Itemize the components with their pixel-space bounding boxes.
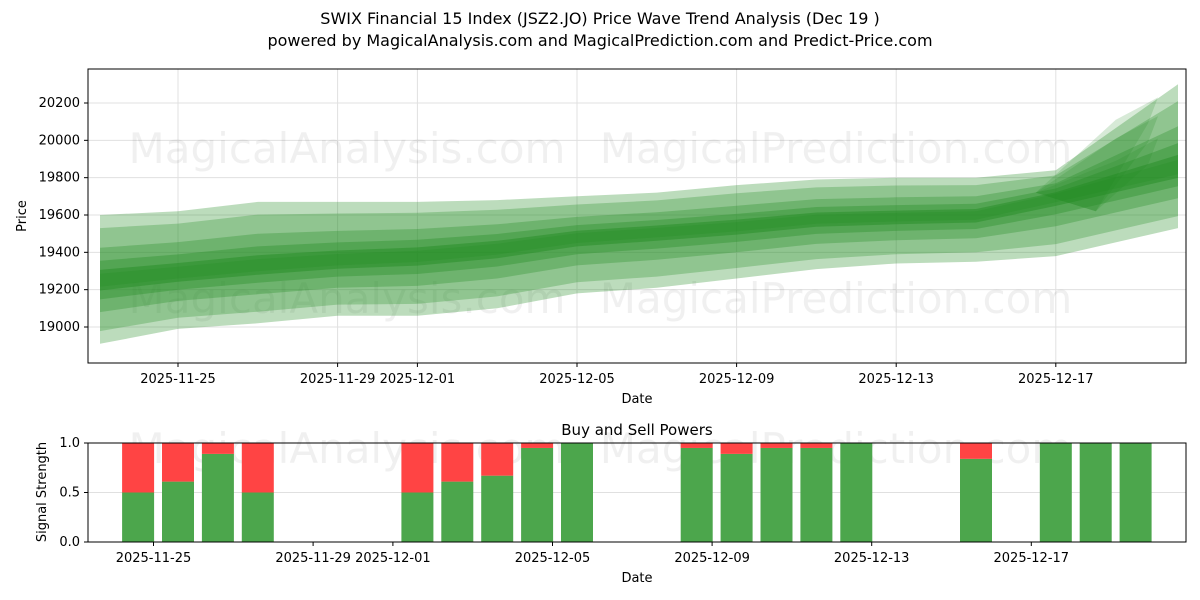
buy-bar: [162, 481, 194, 542]
wave-band-spike: [1035, 97, 1158, 212]
price-wave-bands: [100, 84, 1178, 344]
price-watermarks: MagicalAnalysis.com MagicalPrediction.com…: [129, 124, 1073, 323]
y-tick-label: 0.0: [59, 535, 80, 550]
watermark: MagicalPrediction.com: [600, 124, 1073, 173]
y-tick-label: 19800: [39, 171, 80, 186]
sell-bar: [162, 443, 194, 482]
wave-band: [100, 126, 1178, 313]
buy-bar: [201, 453, 234, 542]
sell-bar: [760, 443, 793, 448]
x-tick-label: 2025-11-25: [140, 372, 216, 387]
buy-bar: [680, 447, 713, 542]
sell-bar: [481, 443, 514, 476]
buy-sell-x-axis: 2025-11-25 2025-11-29 2025-12-01 2025-12-05…: [116, 542, 1069, 566]
price-plot-frame: [87, 68, 1187, 364]
watermark: MagicalPrediction.com: [600, 274, 1073, 323]
chart-title: SWIX Financial 15 Index (JSZ2.JO) Price …: [320, 9, 880, 28]
y-tick-label: 19000: [39, 320, 80, 335]
buy-bar: [1079, 443, 1112, 542]
y-tick-label: 20000: [39, 133, 80, 148]
watermark: MagicalPrediction.com: [600, 424, 1073, 473]
buy-sell-title: Buy and Sell Powers: [561, 421, 713, 439]
y-tick-label: 1.0: [59, 436, 80, 451]
wave-band-spike: [1035, 138, 1158, 212]
buy-bar: [441, 481, 474, 542]
price-plot: MagicalAnalysis.com MagicalPrediction.com…: [15, 68, 1187, 407]
x-tick-label: 2025-11-29: [275, 551, 351, 566]
sell-bar: [800, 443, 833, 448]
watermark: MagicalAnalysis.com: [129, 274, 566, 323]
price-y-axis: 19000 19200 19400 19600 19800 20000 20200: [39, 96, 88, 335]
wave-band: [100, 101, 1178, 287]
price-grid: [88, 69, 1186, 363]
x-tick-label: 2025-12-01: [355, 551, 431, 566]
x-tick-label: 2025-12-01: [380, 372, 456, 387]
sell-bar: [201, 443, 234, 454]
wave-band: [100, 154, 1178, 291]
sell-bar: [720, 443, 753, 454]
watermark: MagicalAnalysis.com: [129, 124, 566, 173]
x-tick-label: 2025-12-05: [539, 372, 615, 387]
sell-bar: [521, 443, 554, 448]
wave-band: [100, 84, 1178, 344]
sell-bar: [241, 443, 274, 493]
buy-bar: [760, 447, 793, 542]
buy-bar: [241, 492, 274, 542]
x-tick-label: 2025-12-05: [515, 551, 591, 566]
sell-bar: [680, 443, 713, 448]
buy-sell-bars: [122, 443, 1152, 542]
price-x-axis-label: Date: [621, 392, 652, 407]
y-tick-label: 19200: [39, 283, 80, 298]
buy-bar: [800, 447, 833, 542]
buy-bar: [561, 443, 593, 542]
y-tick-label: 0.5: [59, 486, 80, 501]
buy-bar: [122, 492, 155, 542]
buy-bar: [960, 458, 992, 542]
buy-sell-x-axis-label: Date: [621, 571, 652, 586]
x-tick-label: 2025-12-09: [699, 372, 775, 387]
price-x-axis: 2025-11-25 2025-11-29 2025-12-01 2025-12-05…: [140, 363, 1094, 387]
chart-subtitle: powered by MagicalAnalysis.com and Magic…: [267, 31, 933, 50]
buy-bar: [1119, 443, 1152, 542]
sell-bar: [441, 443, 474, 482]
x-tick-label: 2025-12-13: [834, 551, 910, 566]
wave-band: [100, 159, 1178, 332]
sell-bar: [122, 443, 155, 493]
x-tick-label: 2025-12-17: [994, 551, 1070, 566]
buy-sell-y-axis: 0.0 0.5 1.0: [59, 436, 88, 550]
sell-bar: [401, 443, 434, 493]
buy-bar: [521, 447, 554, 542]
buy-bar: [840, 443, 873, 542]
x-tick-label: 2025-12-13: [858, 372, 934, 387]
buy-sell-y-axis-label: Signal Strength: [35, 442, 50, 542]
x-tick-label: 2025-12-09: [674, 551, 750, 566]
buy-bar: [401, 492, 434, 542]
wave-band-spike: [1035, 116, 1158, 212]
y-tick-label: 19600: [39, 208, 80, 223]
x-tick-label: 2025-11-25: [116, 551, 192, 566]
y-tick-label: 20200: [39, 96, 80, 111]
buy-sell-plot: Buy and Sell Powers MagicalAnalysis.com M…: [35, 421, 1187, 586]
price-y-axis-label: Price: [15, 200, 30, 232]
buy-bar: [481, 475, 514, 542]
y-tick-label: 19400: [39, 245, 80, 260]
x-tick-label: 2025-11-29: [300, 372, 376, 387]
buy-bar: [1039, 443, 1072, 542]
sell-bar: [960, 443, 992, 459]
buy-bar: [720, 453, 753, 542]
x-tick-label: 2025-12-17: [1018, 372, 1094, 387]
wave-band: [100, 143, 1178, 300]
